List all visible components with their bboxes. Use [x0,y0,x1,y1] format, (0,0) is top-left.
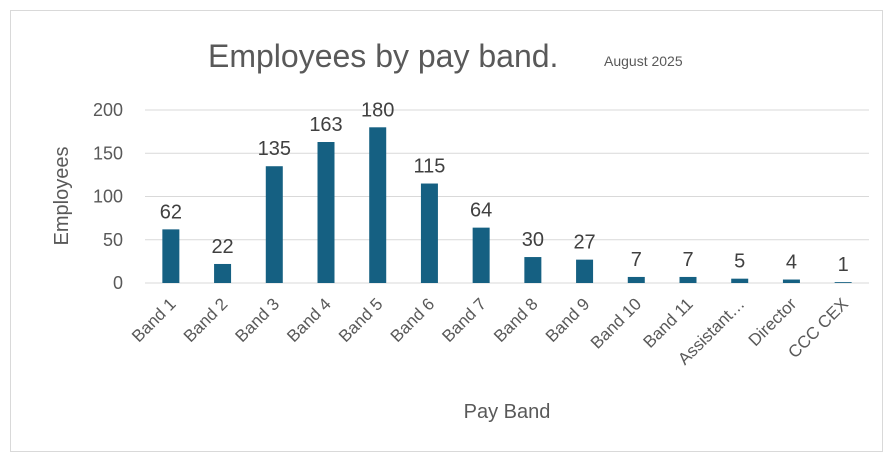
bar [782,279,800,283]
x-tick-label: Band 6 [387,294,439,346]
data-label: 22 [211,236,233,258]
chart-area [10,10,883,452]
bar [834,282,852,283]
data-label: 1 [838,254,849,276]
bar [472,227,490,283]
bar [214,263,232,283]
bar [420,183,438,283]
x-tick-label: Band 1 [128,294,180,346]
x-axis-title: Pay Band [464,401,551,423]
data-label: 30 [522,229,544,251]
y-axis-ticks: 0 50 100 150 200 [93,100,123,293]
y-tick-label: 0 [113,273,123,293]
x-tick-label: Band 9 [542,294,594,346]
chart-title: Employees by pay band. [208,38,558,74]
x-tick-label: Band 3 [232,294,284,346]
bars [162,127,852,283]
x-axis-categories: Band 1 Band 2 Band 3 Band 4 Band 5 Band 6 Band… [128,294,852,368]
bar [679,276,697,283]
y-axis-title: Employees [51,147,73,246]
bar [369,127,387,283]
y-tick-label: 200 [93,100,123,120]
data-label: 7 [631,249,642,271]
data-label: 64 [470,200,492,222]
chart-subtitle: August 2025 [604,53,683,69]
data-label: 4 [786,252,797,274]
x-tick-label: Band 8 [490,294,542,346]
data-label: 115 [413,156,445,178]
y-tick-label: 150 [93,143,123,163]
gridlines [145,109,869,284]
y-tick-label: 50 [103,230,123,250]
bar [731,278,749,283]
x-tick-label: Band 2 [180,294,232,346]
bar [265,166,283,283]
data-label: 135 [258,138,291,160]
data-label: 27 [573,232,595,254]
bar [317,142,335,283]
data-label: 7 [682,249,693,271]
data-label: 180 [361,99,394,121]
x-tick-label: Band 4 [283,294,335,346]
bar [524,257,542,283]
bar [627,276,645,283]
bar [576,259,594,283]
data-label: 62 [160,201,182,223]
x-tick-label: Band 10 [587,294,645,352]
bar [162,229,180,283]
x-tick-label: Band 7 [438,294,490,346]
data-labels: 62 22 135 163 180 115 64 30 27 7 7 5 4 1 [160,99,849,276]
data-label: 5 [734,251,745,273]
y-tick-label: 100 [93,187,123,207]
x-tick-label: Band 5 [335,294,387,346]
data-label: 163 [309,114,342,136]
